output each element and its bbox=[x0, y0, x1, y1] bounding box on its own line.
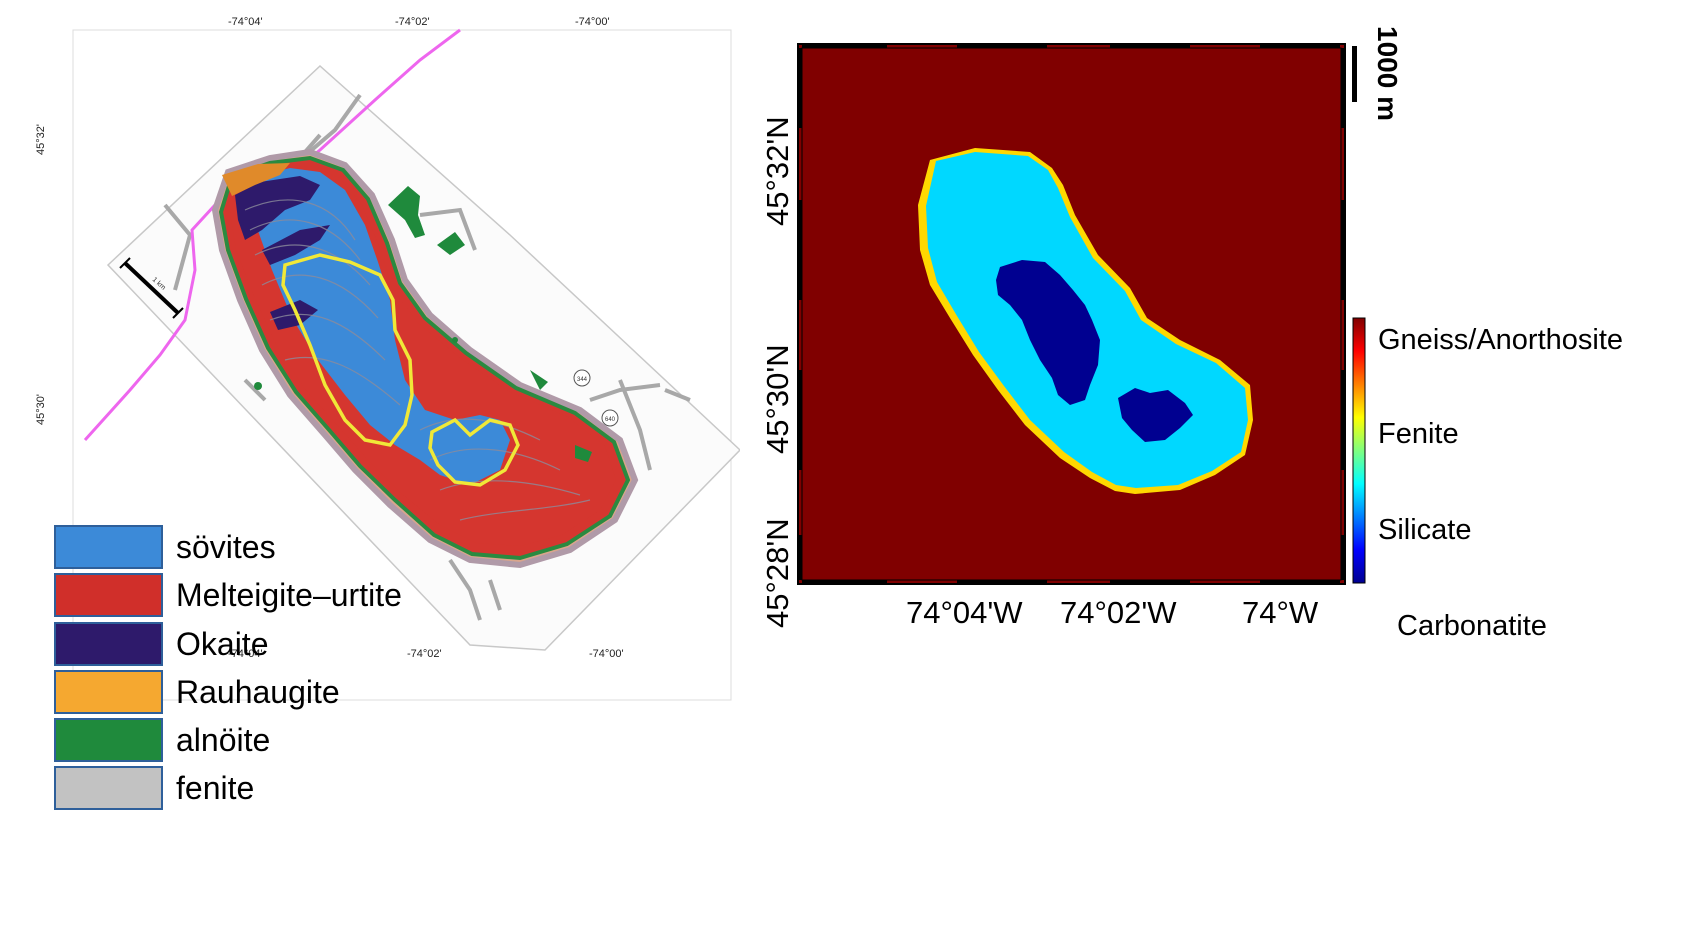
x-tick-label: 74°04'W bbox=[906, 595, 1023, 630]
okaite-lens bbox=[235, 176, 320, 240]
legend-swatch bbox=[54, 525, 163, 569]
contour-south bbox=[428, 417, 520, 487]
y-tick-label: 45°28'N bbox=[760, 518, 795, 628]
geologic-map-panel: 1 km bbox=[0, 0, 740, 930]
map-border bbox=[797, 43, 1346, 585]
model-scale-label: 1000 m bbox=[1372, 26, 1403, 121]
model-map-svg bbox=[797, 43, 1366, 585]
carbonatite-body bbox=[996, 260, 1100, 405]
legend-item: fenite bbox=[54, 766, 754, 812]
colorbar-label: Carbonatite bbox=[1397, 610, 1547, 642]
road-shield bbox=[601, 409, 619, 427]
neatline-ticks bbox=[798, 44, 1345, 584]
roads bbox=[163, 93, 691, 621]
legend-label: alnöite bbox=[176, 722, 271, 758]
bottom-tick-label: -74°02' bbox=[407, 648, 442, 660]
rauhaugite-patch bbox=[222, 163, 290, 196]
bottom-tick-label: -74°04' bbox=[228, 648, 263, 660]
legend-swatch bbox=[54, 670, 163, 714]
legend-label: Okaite bbox=[176, 626, 269, 662]
left-tick-label: 45°32' bbox=[35, 124, 47, 155]
legend-swatch bbox=[54, 573, 163, 617]
colorbar bbox=[1352, 317, 1366, 584]
legend-label: fenite bbox=[176, 770, 255, 806]
legend-swatch bbox=[54, 718, 163, 762]
bottom-tick-label: -74°00' bbox=[589, 648, 624, 660]
boundary-line bbox=[83, 28, 461, 442]
top-tick-label: -74°02' bbox=[395, 16, 430, 28]
y-tick-label: 45°30'N bbox=[760, 344, 795, 454]
legend-item: alnöite bbox=[54, 718, 754, 764]
legend-swatch bbox=[54, 622, 163, 666]
y-tick-label: 45°32'N bbox=[760, 116, 795, 226]
x-tick-label: 74°W bbox=[1242, 595, 1319, 630]
road-shield bbox=[573, 369, 591, 387]
model-scale-bar bbox=[1352, 46, 1357, 102]
legend-label: Rauhaugite bbox=[176, 674, 340, 710]
top-tick-label: -74°04' bbox=[228, 16, 263, 28]
legend-label: sövites bbox=[176, 529, 276, 565]
legend-item: Melteigite–urtite bbox=[54, 573, 754, 619]
map-scale-bar bbox=[123, 261, 180, 315]
svg-text:640: 640 bbox=[605, 417, 616, 423]
legend-item: Okaite bbox=[54, 622, 754, 668]
svg-text:344: 344 bbox=[577, 377, 588, 383]
carbonatite-body bbox=[1118, 388, 1193, 442]
colorbar-label: Silicate bbox=[1378, 514, 1472, 546]
legend-swatch bbox=[54, 766, 163, 810]
left-tick-label: 45°30' bbox=[35, 394, 47, 425]
colorbar-label: Gneiss/Anorthosite bbox=[1378, 324, 1624, 356]
geologic-map-svg: 1 km bbox=[72, 28, 740, 701]
legend-item: Rauhaugite bbox=[54, 670, 754, 716]
alnoite-outlier bbox=[388, 186, 425, 238]
legend-label: Melteigite–urtite bbox=[176, 577, 402, 613]
x-tick-label: 74°02'W bbox=[1060, 595, 1177, 630]
colorbar-label: Fenite bbox=[1378, 418, 1459, 450]
contour-north bbox=[281, 253, 414, 447]
model-map-panel: 1000 m 74°04'W 74°02'W 74°W 45°32'N 45°3… bbox=[760, 0, 1700, 930]
top-tick-label: -74°00' bbox=[575, 16, 610, 28]
legend-item: sövites bbox=[54, 525, 754, 571]
